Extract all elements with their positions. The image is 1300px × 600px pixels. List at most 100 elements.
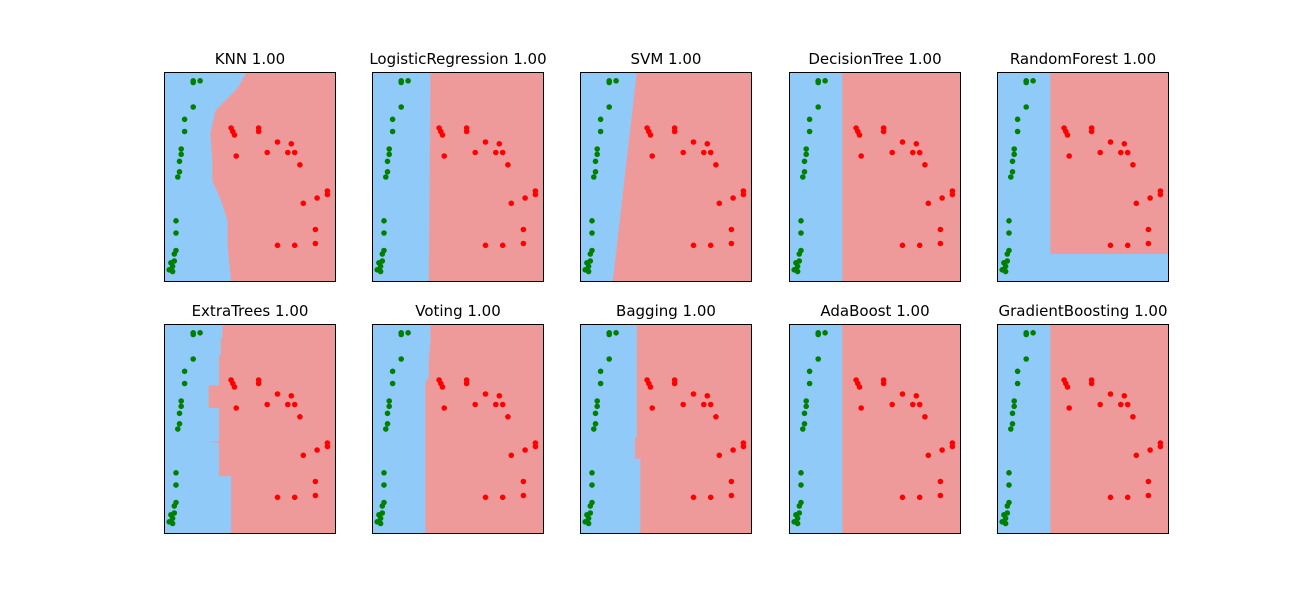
green-point	[175, 174, 181, 180]
subplot-panel: DecisionTree 1.00	[789, 50, 961, 282]
green-point	[585, 520, 592, 527]
subplot-panel: SVM 1.00	[580, 50, 752, 282]
red-point	[899, 391, 906, 397]
red-point	[499, 401, 506, 408]
red-point	[707, 149, 714, 156]
green-point	[585, 268, 592, 275]
red-point	[707, 242, 714, 249]
green-point	[176, 169, 183, 175]
red-point	[1124, 242, 1131, 249]
red-point	[441, 153, 448, 159]
green-point	[815, 78, 821, 84]
red-point	[297, 414, 303, 420]
red-point	[899, 494, 906, 501]
red-point	[899, 139, 906, 145]
green-point	[591, 174, 597, 180]
axes-frame	[164, 72, 336, 282]
red-point	[713, 414, 719, 420]
red-point	[1130, 162, 1136, 168]
green-point	[822, 78, 828, 84]
red-point	[880, 380, 887, 387]
green-point	[796, 503, 803, 509]
green-point	[169, 520, 176, 527]
green-point	[1023, 356, 1029, 362]
red-point	[532, 188, 539, 194]
green-point	[801, 410, 808, 417]
subplot-panel: Bagging 1.00	[580, 302, 752, 534]
green-point	[1006, 218, 1012, 224]
red-point	[522, 447, 528, 453]
green-point	[801, 421, 808, 427]
red-point	[463, 128, 470, 135]
red-point	[889, 401, 895, 408]
green-point	[181, 128, 188, 135]
red-point	[314, 195, 320, 201]
red-point	[925, 452, 932, 459]
red-point	[274, 391, 281, 397]
red-point	[505, 162, 511, 168]
red-point	[291, 494, 298, 501]
green-point	[377, 263, 384, 270]
red-point	[463, 380, 470, 387]
green-point	[592, 410, 599, 417]
green-point	[592, 169, 599, 175]
green-point	[822, 330, 828, 336]
green-point	[794, 268, 801, 275]
green-point	[181, 380, 188, 387]
red-point	[231, 384, 238, 390]
red-point	[880, 128, 887, 135]
red-point	[1066, 405, 1072, 411]
red-point	[937, 240, 944, 247]
red-point	[291, 242, 298, 249]
red-point	[949, 188, 956, 194]
decision-regions	[789, 324, 961, 534]
green-point	[178, 151, 184, 158]
decision-regions	[580, 324, 752, 534]
scatter-points	[999, 78, 1164, 275]
red-point	[274, 139, 281, 145]
red-point	[520, 240, 527, 247]
red-point	[1118, 401, 1124, 408]
green-point	[169, 268, 176, 275]
green-point	[1008, 426, 1014, 432]
green-point	[398, 78, 405, 84]
subplot-panel: Voting 1.00	[372, 302, 544, 534]
subplot-title: GradientBoosting 1.00	[999, 302, 1168, 320]
red-point	[910, 149, 916, 156]
red-point	[922, 162, 928, 168]
red-point	[1124, 401, 1131, 408]
red-point	[1145, 478, 1152, 485]
red-point	[264, 149, 271, 156]
axes-frame	[997, 72, 1169, 282]
axes-frame	[789, 72, 961, 282]
green-point	[197, 330, 203, 336]
decision-regions	[789, 72, 961, 282]
red-point	[728, 492, 735, 499]
red-point	[704, 141, 711, 147]
red-point	[1145, 226, 1152, 233]
green-point	[597, 368, 604, 375]
red-point	[1124, 494, 1131, 501]
green-point	[1006, 230, 1012, 236]
green-point	[594, 146, 600, 152]
green-point	[190, 78, 196, 84]
red-point	[858, 405, 864, 411]
subplot-title: Bagging 1.00	[616, 302, 716, 320]
red-point	[916, 149, 923, 156]
green-point	[1030, 330, 1036, 336]
red-point	[671, 128, 678, 135]
red-point	[730, 447, 736, 453]
green-point	[1023, 330, 1029, 336]
subplot-title: ExtraTrees 1.00	[192, 302, 309, 320]
red-point	[255, 128, 262, 135]
red-point	[858, 153, 864, 159]
green-point	[176, 410, 183, 417]
green-point	[1014, 380, 1021, 387]
red-point	[1107, 391, 1114, 397]
red-point	[701, 149, 707, 156]
red-point	[1157, 440, 1164, 446]
green-point	[1008, 174, 1014, 180]
red-point	[690, 391, 697, 397]
green-point	[798, 482, 804, 488]
